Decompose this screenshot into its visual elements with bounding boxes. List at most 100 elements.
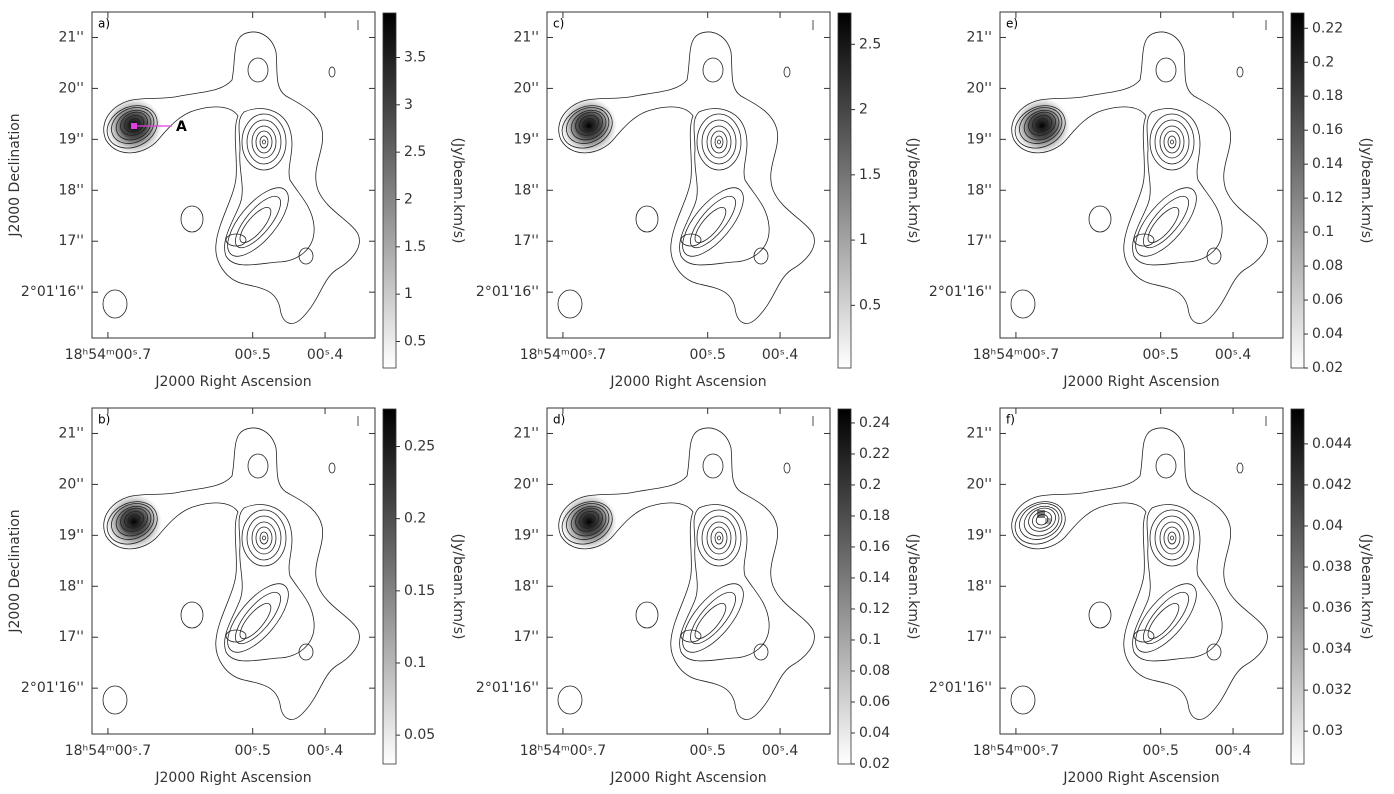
colorbar-tick-label: 0.5: [859, 297, 881, 313]
y-tick-label: 20'': [966, 80, 992, 96]
colorbar-tick-label: 0.032: [1312, 682, 1352, 698]
x-axis-label: J2000 Right Ascension: [609, 374, 766, 390]
colorbar-tick-label: 0.18: [1312, 88, 1343, 104]
x-tick-label: 00ˢ.5: [1142, 743, 1178, 759]
panel: e) 18ʰ54ᵐ00ˢ.7 00ˢ.5 00ˢ.4 2°01'16'' 17'' 18''…: [929, 11, 1374, 390]
y-tick-label: 19'': [58, 131, 84, 147]
colorbar-label: (Jy/beam.km/s): [905, 138, 921, 244]
colorbar: [382, 408, 397, 765]
colorbar-tick-label: 2: [859, 102, 868, 118]
colorbar: [1290, 12, 1305, 369]
colorbar-tick-label: 0.034: [1312, 641, 1352, 657]
y-tick-label: 19'': [58, 527, 84, 543]
y-tick-label: 19'': [513, 131, 539, 147]
colorbar-tick-label: 0.14: [1312, 156, 1343, 172]
image-border: [546, 407, 831, 735]
y-tick-label: 18'': [966, 182, 992, 198]
colorbar-tick-label: 0.06: [859, 694, 890, 710]
image-frame: [92, 12, 375, 338]
x-tick-label: 00ˢ.5: [689, 743, 725, 759]
colorbar-tick-label: 0.04: [1312, 518, 1343, 534]
colorbar-tick-label: 0.04: [1312, 326, 1343, 342]
colorbar: [1290, 408, 1305, 765]
x-tick-label: 18ʰ54ᵐ00ˢ.7: [973, 347, 1059, 363]
colorbar-tick-label: 0.24: [859, 415, 890, 431]
y-tick-label: 2°01'16'': [476, 284, 539, 300]
annotation: A: [176, 119, 187, 135]
colorbar-tick-label: 0.08: [1312, 258, 1343, 274]
image-frame: [547, 408, 830, 734]
x-tick-label: 18ʰ54ᵐ00ˢ.7: [65, 743, 151, 759]
colorbar-tick-label: 0.08: [859, 663, 890, 679]
y-tick-label: 19'': [966, 527, 992, 543]
x-axis-label: J2000 Right Ascension: [1062, 770, 1219, 786]
y-tick-label: 20'': [58, 476, 84, 492]
emission: [1037, 510, 1045, 518]
y-tick-label: 21'': [58, 425, 84, 441]
colorbar-tick-label: 0.042: [1312, 477, 1352, 493]
image-border: [546, 11, 831, 339]
y-tick-label: 17'': [58, 233, 84, 249]
colorbar-tick-label: 0.22: [859, 446, 890, 462]
panel-label: c): [553, 17, 564, 31]
y-tick-label: 21'': [513, 425, 539, 441]
colorbar-label: (Jy/beam.km/s): [450, 138, 466, 244]
colorbar-tick-label: 0.12: [1312, 190, 1343, 206]
y-tick-label: 2°01'16'': [21, 680, 84, 696]
y-tick-label: 2°01'16'': [929, 680, 992, 696]
colorbar-tick-label: 0.1: [859, 632, 881, 648]
y-tick-label: 20'': [966, 476, 992, 492]
y-axis-label: J2000 Declination: [7, 509, 23, 633]
x-tick-label: 00ˢ.4: [1215, 347, 1251, 363]
colorbar-tick-label: 0.25: [404, 439, 435, 455]
panel-label: e): [1006, 17, 1018, 31]
colorbar-tick-label: 1.5: [859, 167, 881, 183]
y-tick-label: 18'': [58, 182, 84, 198]
colorbar: [837, 12, 852, 369]
x-tick-label: 18ʰ54ᵐ00ˢ.7: [520, 743, 606, 759]
colorbar-tick-label: 0.15: [404, 583, 435, 599]
x-tick-label: 00ˢ.5: [689, 347, 725, 363]
y-tick-label: 20'': [513, 476, 539, 492]
x-tick-label: 18ʰ54ᵐ00ˢ.7: [520, 347, 606, 363]
colorbar-tick-label: 0.1: [1312, 224, 1334, 240]
x-tick-label: 00ˢ.4: [762, 743, 798, 759]
x-axis-label: J2000 Right Ascension: [154, 770, 311, 786]
image-frame: [1000, 408, 1283, 734]
colorbar-tick-label: 0.05: [404, 727, 435, 743]
y-tick-label: 17'': [513, 233, 539, 249]
panel: a) A 18ʰ54ᵐ00ˢ.7 00ˢ.5 00ˢ.4 2°01'16'' 17'' 18'…: [7, 11, 466, 390]
x-axis-label: J2000 Right Ascension: [609, 770, 766, 786]
panel: b) 18ʰ54ᵐ00ˢ.7 00ˢ.5 00ˢ.4 2°01'16'' 17'' 18''…: [7, 407, 466, 786]
x-tick-label: 00ˢ.4: [307, 743, 343, 759]
colorbar-tick-label: 0.036: [1312, 600, 1352, 616]
colorbar-tick-label: 2: [404, 191, 413, 207]
x-tick-label: 00ˢ.5: [1142, 347, 1178, 363]
image-frame: [92, 408, 375, 734]
panel-label: b): [98, 413, 110, 427]
colorbar-tick-label: 0.16: [859, 539, 890, 555]
image-frame: [1000, 12, 1283, 338]
colorbar-tick-label: 0.02: [859, 756, 890, 772]
colorbar-tick-label: 0.1: [404, 655, 426, 671]
image-frame: [547, 12, 830, 338]
panel-label: a): [98, 17, 110, 31]
y-tick-label: 20'': [58, 80, 84, 96]
y-tick-label: 17'': [513, 629, 539, 645]
y-tick-label: 17'': [966, 629, 992, 645]
y-tick-label: 21'': [513, 29, 539, 45]
x-axis-label: J2000 Right Ascension: [1062, 374, 1219, 390]
colorbar-tick-label: 3: [404, 97, 413, 113]
colorbar-tick-label: 0.02: [1312, 360, 1343, 376]
colorbar-tick-label: 0.03: [1312, 723, 1343, 739]
colorbar-tick-label: 0.12: [859, 601, 890, 617]
colorbar-tick-label: 1: [404, 286, 413, 302]
annotation-marker: [131, 123, 137, 129]
colorbar-tick-label: 0.16: [1312, 122, 1343, 138]
x-tick-label: 00ˢ.4: [762, 347, 798, 363]
y-tick-label: 18'': [58, 578, 84, 594]
x-tick-label: 18ʰ54ᵐ00ˢ.7: [973, 743, 1059, 759]
panel: d) 18ʰ54ᵐ00ˢ.7 00ˢ.5 00ˢ.4 2°01'16'' 17'' 18''…: [476, 407, 921, 786]
colorbar-label: (Jy/beam.km/s): [1358, 138, 1374, 244]
colorbar-label: (Jy/beam.km/s): [1358, 534, 1374, 640]
